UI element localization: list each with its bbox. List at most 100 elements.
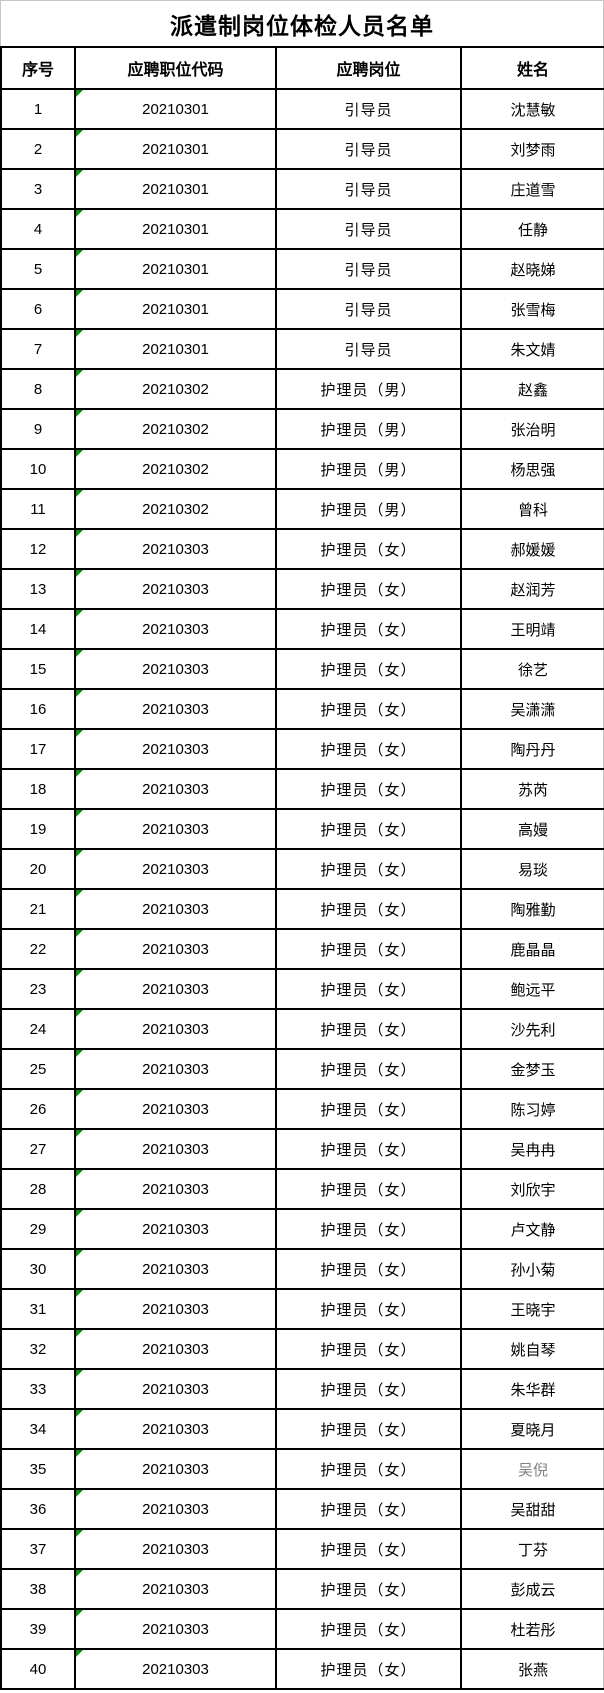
cell-serial-number: 29	[0, 1208, 76, 1250]
table-row: 39 20210303 护理员（女） 杜若彤	[0, 1608, 604, 1650]
cell-position-code: 20210303	[74, 1128, 277, 1170]
page-title: 派遣制岗位体检人员名单	[170, 12, 434, 39]
cell-serial-number: 20	[0, 848, 76, 890]
cell-person-name: 丁芬	[460, 1528, 604, 1570]
cell-position-title: 护理员（女）	[275, 1248, 462, 1290]
cell-serial-number: 34	[0, 1408, 76, 1450]
cell-person-name: 吴倪	[460, 1448, 604, 1490]
cell-position-title: 护理员（男）	[275, 488, 462, 530]
position-code-text: 20210303	[142, 1300, 209, 1318]
cell-person-name: 杨思强	[460, 448, 604, 490]
cell-position-code: 20210303	[74, 768, 277, 810]
position-code-text: 20210303	[142, 1540, 209, 1558]
cell-position-title: 引导员	[275, 248, 462, 290]
position-code-text: 20210301	[142, 140, 209, 158]
text-format-flag-icon	[77, 171, 83, 177]
cell-serial-number: 3	[0, 168, 76, 210]
cell-serial-number: 9	[0, 408, 76, 450]
position-code-text: 20210303	[142, 580, 209, 598]
cell-position-code: 20210301	[74, 88, 277, 130]
cell-person-name: 吴冉冉	[460, 1128, 604, 1170]
cell-position-title: 护理员（女）	[275, 848, 462, 890]
text-format-flag-icon	[77, 1491, 83, 1497]
cell-position-title: 护理员（男）	[275, 448, 462, 490]
cell-person-name: 任静	[460, 208, 604, 250]
table-row: 7 20210301 引导员 朱文婧	[0, 328, 604, 370]
cell-person-name: 赵润芳	[460, 568, 604, 610]
cell-person-name: 金梦玉	[460, 1048, 604, 1090]
position-code-text: 20210301	[142, 300, 209, 318]
cell-person-name: 易琰	[460, 848, 604, 890]
cell-person-name: 鲍远平	[460, 968, 604, 1010]
text-format-flag-icon	[77, 1211, 83, 1217]
text-format-flag-icon	[77, 971, 83, 977]
cell-serial-number: 28	[0, 1168, 76, 1210]
position-code-text: 20210303	[142, 1620, 209, 1638]
text-format-flag-icon	[77, 411, 83, 417]
cell-person-name: 赵晓娣	[460, 248, 604, 290]
text-format-flag-icon	[77, 771, 83, 777]
cell-position-title: 护理员（女）	[275, 688, 462, 730]
cell-position-code: 20210303	[74, 648, 277, 690]
cell-position-title: 护理员（女）	[275, 1448, 462, 1490]
cell-position-code: 20210302	[74, 448, 277, 490]
cell-serial-number: 2	[0, 128, 76, 170]
position-code-text: 20210303	[142, 540, 209, 558]
cell-serial-number: 8	[0, 368, 76, 410]
cell-position-code: 20210301	[74, 168, 277, 210]
text-format-flag-icon	[77, 1331, 83, 1337]
text-format-flag-icon	[77, 1371, 83, 1377]
cell-person-name: 郝媛媛	[460, 528, 604, 570]
cell-position-code: 20210303	[74, 808, 277, 850]
text-format-flag-icon	[77, 1571, 83, 1577]
cell-position-code: 20210301	[74, 208, 277, 250]
text-format-flag-icon	[77, 1251, 83, 1257]
position-code-text: 20210303	[142, 700, 209, 718]
cell-position-title: 引导员	[275, 128, 462, 170]
cell-serial-number: 16	[0, 688, 76, 730]
cell-position-code: 20210303	[74, 1048, 277, 1090]
text-format-flag-icon	[77, 1131, 83, 1137]
cell-position-code: 20210303	[74, 928, 277, 970]
table-row: 38 20210303 护理员（女） 彭成云	[0, 1568, 604, 1610]
cell-person-name: 朱华群	[460, 1368, 604, 1410]
table-row: 13 20210303 护理员（女） 赵润芳	[0, 568, 604, 610]
cell-position-title: 护理员（男）	[275, 368, 462, 410]
position-code-text: 20210303	[142, 820, 209, 838]
cell-person-name: 张燕	[460, 1648, 604, 1690]
cell-person-name: 苏芮	[460, 768, 604, 810]
table-row: 8 20210302 护理员（男） 赵鑫	[0, 368, 604, 410]
cell-serial-number: 38	[0, 1568, 76, 1610]
cell-position-code: 20210301	[74, 128, 277, 170]
cell-position-code: 20210303	[74, 528, 277, 570]
cell-person-name: 刘欣宇	[460, 1168, 604, 1210]
position-code-text: 20210303	[142, 1660, 209, 1678]
table-row: 10 20210302 护理员（男） 杨思强	[0, 448, 604, 490]
table-row: 20 20210303 护理员（女） 易琰	[0, 848, 604, 890]
cell-position-code: 20210303	[74, 1208, 277, 1250]
cell-position-code: 20210303	[74, 1528, 277, 1570]
table-row: 28 20210303 护理员（女） 刘欣宇	[0, 1168, 604, 1210]
cell-person-name: 高嫚	[460, 808, 604, 850]
position-code-text: 20210303	[142, 1460, 209, 1478]
cell-serial-number: 14	[0, 608, 76, 650]
cell-position-code: 20210303	[74, 1488, 277, 1530]
cell-position-code: 20210303	[74, 1008, 277, 1050]
cell-person-name: 张雪梅	[460, 288, 604, 330]
cell-position-title: 护理员（女）	[275, 1608, 462, 1650]
cell-position-title: 护理员（女）	[275, 1648, 462, 1690]
cell-serial-number: 15	[0, 648, 76, 690]
cell-position-title: 护理员（女）	[275, 1368, 462, 1410]
cell-position-code: 20210303	[74, 1168, 277, 1210]
cell-person-name: 鹿晶晶	[460, 928, 604, 970]
cell-serial-number: 31	[0, 1288, 76, 1330]
position-code-text: 20210303	[142, 940, 209, 958]
cell-person-name: 陶雅勤	[460, 888, 604, 930]
cell-person-name: 张治明	[460, 408, 604, 450]
cell-position-title: 引导员	[275, 288, 462, 330]
position-code-text: 20210303	[142, 1020, 209, 1038]
text-format-flag-icon	[77, 1011, 83, 1017]
cell-position-code: 20210303	[74, 568, 277, 610]
table-row: 6 20210301 引导员 张雪梅	[0, 288, 604, 330]
position-code-text: 20210303	[142, 1580, 209, 1598]
